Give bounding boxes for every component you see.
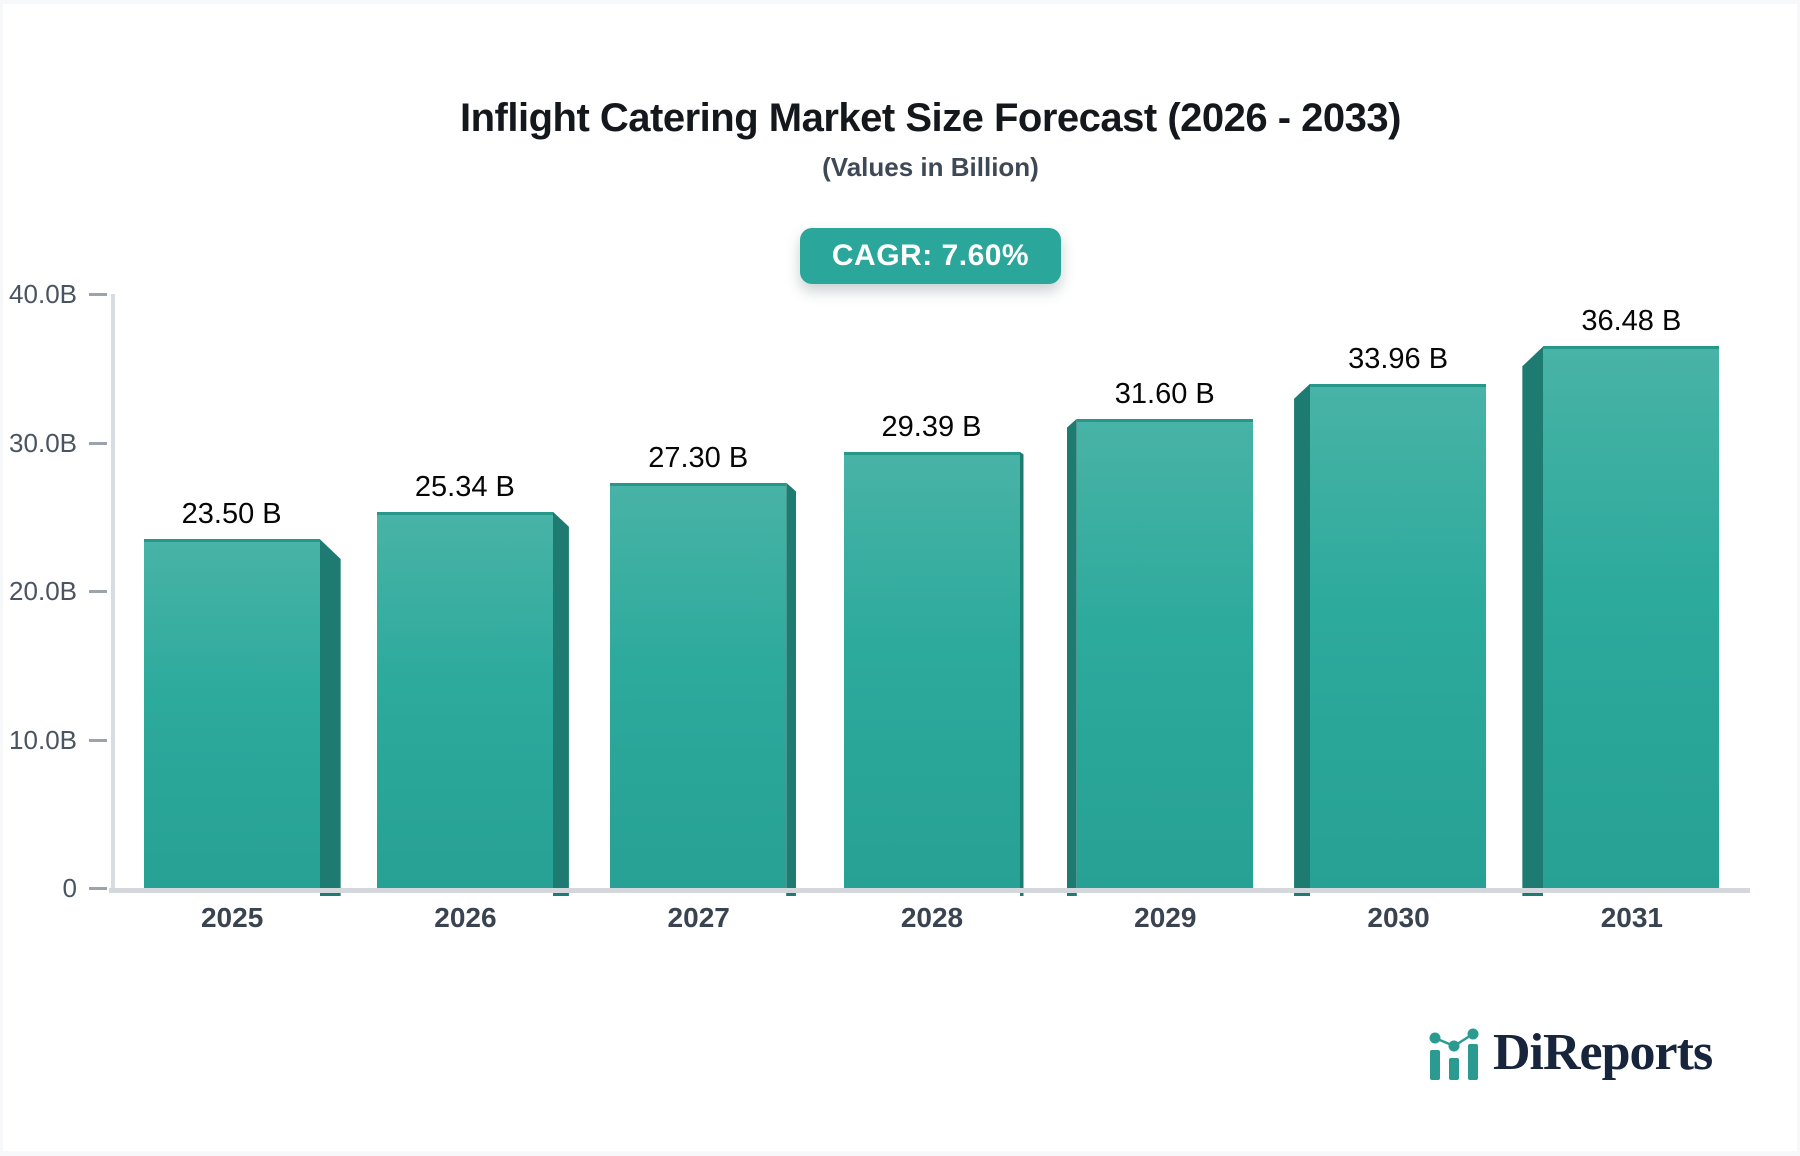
bar: [376, 511, 553, 888]
chart-subtitle: (Values in Billion): [822, 152, 1039, 182]
y-tick-label: 40.0B: [9, 279, 77, 309]
y-tick-mark: [89, 738, 107, 742]
bar-3d-side: [319, 539, 341, 896]
bar-value-label: 27.30 B: [648, 441, 749, 474]
y-tick-label: 30.0B: [9, 427, 77, 458]
bar-3d-side: [1019, 451, 1024, 896]
bar: [1076, 418, 1253, 888]
cagr-badge: CAGR: 7.60%: [799, 228, 1062, 284]
y-tick-mark: [89, 293, 107, 296]
bar-3d-side: [552, 511, 569, 896]
y-tick-label: 0: [62, 873, 77, 903]
bar-3d-side: [1522, 346, 1544, 896]
bar: [143, 539, 320, 888]
bar-3d-side: [1294, 383, 1311, 896]
x-tick-label: 2028: [900, 902, 964, 933]
bar-value-label: 33.96 B: [1348, 342, 1449, 375]
x-tick-label: 2031: [1600, 902, 1663, 933]
bar-value-label: 29.39 B: [881, 410, 982, 443]
bar-value-label: 23.50 B: [181, 498, 282, 531]
x-tick-label: 2027: [667, 902, 730, 933]
bar: [610, 482, 787, 888]
mini-bar-chart-logo-icon: [1429, 1028, 1479, 1080]
brand-name: DiReports: [1493, 1024, 1713, 1081]
x-tick-label: 2029: [1134, 902, 1197, 933]
y-tick-label: 10.0B: [9, 724, 77, 755]
chart-card: Inflight Catering Market Size Forecast (…: [3, 4, 1797, 1151]
bar-value-label: 31.60 B: [1114, 377, 1215, 410]
x-tick-label: 2026: [434, 902, 497, 933]
y-tick-label: 20.0B: [9, 576, 77, 606]
x-tick-label: 2025: [200, 902, 264, 933]
y-tick-mark: [89, 441, 107, 445]
bar-3d-side: [1066, 418, 1077, 896]
bar-value-label: 36.48 B: [1581, 305, 1682, 338]
bar-3d-side: [786, 482, 797, 896]
y-tick-mark: [89, 887, 107, 890]
x-axis-line: [109, 888, 1750, 893]
bar-value-label: 25.34 B: [414, 470, 515, 503]
bar: [1543, 346, 1720, 888]
bar: [843, 451, 1020, 888]
y-axis-line: [111, 294, 115, 891]
y-tick-mark: [89, 590, 107, 593]
cagr-badge-row: CAGR: 7.60%: [113, 228, 1748, 284]
bar: [1310, 383, 1487, 888]
chart-title: Inflight Catering Market Size Forecast (…: [460, 96, 1401, 140]
brand-watermark: DiReports: [1428, 1022, 1713, 1082]
x-tick-label: 2030: [1367, 902, 1430, 933]
